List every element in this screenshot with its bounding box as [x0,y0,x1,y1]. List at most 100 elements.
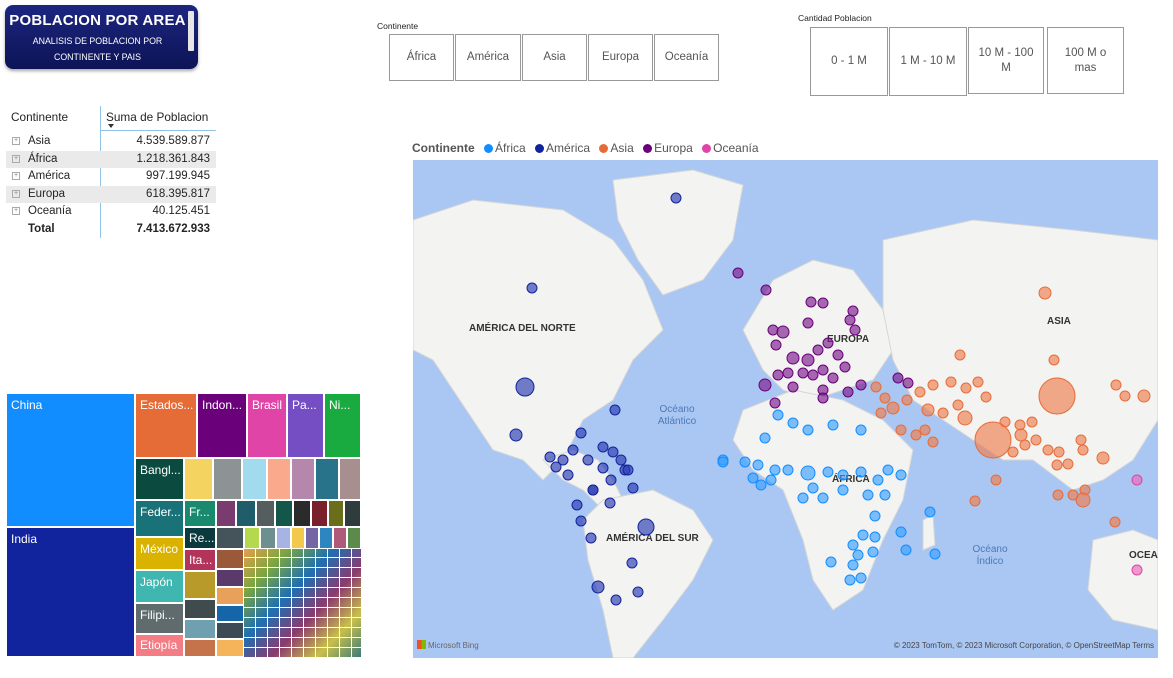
treemap-tile[interactable] [242,458,267,500]
treemap-tile[interactable] [315,458,339,500]
treemap-tile[interactable] [347,527,361,549]
map-bubble [875,407,887,419]
map-bubble [626,557,638,569]
treemap-tile[interactable]: Ni... [324,393,361,458]
slicer-option-100m-plus[interactable]: 100 M o mas [1047,27,1124,94]
treemap-tile[interactable] [216,639,244,657]
matrix-row[interactable]: + América 997.199.945 [6,168,216,185]
slicer-option-oceania[interactable]: Oceanía [654,34,719,81]
treemap-tile[interactable]: Fr... [184,500,216,527]
treemap-tile[interactable] [184,458,213,500]
treemap-tile[interactable] [213,458,242,500]
treemap-tile[interactable] [328,500,344,527]
treemap-tile[interactable]: India [6,527,135,657]
legend-asia[interactable]: Asia [610,141,634,155]
map-bubble [526,282,538,294]
map-bubble [591,580,605,594]
matrix-header-sum[interactable]: Suma de Poblacion [106,110,209,124]
legend-africa[interactable]: África [495,141,526,155]
expand-icon[interactable]: + [12,137,20,145]
slicer-option-asia[interactable]: Asia [522,34,587,81]
treemap-tile[interactable] [256,500,275,527]
slicer-option-africa[interactable]: África [389,34,454,81]
legend-america[interactable]: América [546,141,591,155]
slicer-option-1m-10m[interactable]: 1 M - 10 M [889,27,967,96]
treemap-tile[interactable] [305,527,319,549]
treemap-tile[interactable] [216,549,244,569]
treemap-tile[interactable]: Etiopía [135,634,184,657]
map-bubble [872,474,884,486]
matrix-row[interactable]: + África 1.218.361.843 [6,151,216,168]
treemap-tile[interactable] [275,500,293,527]
treemap-tile[interactable] [216,605,244,622]
map-bubble [862,489,874,501]
legend-oceania[interactable]: Oceanía [713,141,759,155]
legend-dot [535,144,545,153]
treemap-tile[interactable] [291,458,315,500]
matrix-total-label: Total [28,223,55,235]
slicer-option-0-1m[interactable]: 0 - 1 M [810,27,888,96]
expand-icon[interactable]: + [12,155,20,163]
treemap-tile[interactable] [244,527,260,549]
treemap-tile[interactable] [236,500,256,527]
treemap-tile[interactable]: Re... [184,527,216,549]
expand-icon[interactable]: + [12,172,20,180]
treemap-tile[interactable] [184,619,216,639]
map-bubble [1007,446,1019,458]
slicer-option-europa[interactable]: Europa [588,34,653,81]
matrix-row[interactable]: + Oceanía 40.125.451 [6,203,216,220]
treemap-tile[interactable] [184,571,216,599]
treemap-tile[interactable] [293,500,311,527]
treemap-tile[interactable] [333,527,347,549]
matrix-header-continent[interactable]: Continente [11,110,69,124]
sort-desc-icon[interactable] [108,124,114,128]
slicer-option-10m-100m[interactable]: 10 M - 100 M [968,27,1044,94]
map-bubble [844,314,856,326]
map-copyright[interactable]: © 2023 TomTom, © 2023 Microsoft Corporat… [893,641,1154,650]
expand-icon[interactable]: + [12,207,20,215]
treemap-tile[interactable] [216,569,244,587]
treemap-tile[interactable]: Bangl... [135,458,184,500]
treemap-tile[interactable] [184,599,216,619]
treemap-tile[interactable]: México [135,537,184,570]
treemap-tile[interactable]: Brasil [247,393,287,458]
map-bubble [797,492,809,504]
treemap-tile[interactable]: Ita... [184,549,216,571]
treemap-tile[interactable] [216,622,244,639]
treemap-tile[interactable]: Estados... [135,393,197,458]
map-bubble [557,454,569,466]
treemap-tile[interactable] [267,458,291,500]
expand-icon[interactable]: + [12,190,20,198]
treemap-tile[interactable] [216,500,236,527]
map-bubble [597,462,609,474]
treemap-tile[interactable] [291,527,305,549]
treemap-tile[interactable]: Pa... [287,393,324,458]
treemap-tile[interactable] [184,639,216,657]
map-label-indian: Océano Índico [972,544,1008,567]
world-map[interactable]: AMÉRICA DEL NORTE EUROPA ASIA ÁFRICA AMÉ… [413,160,1158,658]
treemap-tile[interactable]: Feder... [135,500,184,537]
treemap-tile[interactable] [319,527,333,549]
treemap-tile[interactable] [260,527,276,549]
matrix-row[interactable]: + Asia 4.539.589.877 [6,133,216,150]
treemap-tile[interactable]: Indon... [197,393,247,458]
legend-europa[interactable]: Europa [654,141,693,155]
map-bubble [867,546,879,558]
matrix-row-name: América [28,170,71,182]
treemap-tile[interactable]: China [6,393,135,527]
map-bubble [587,484,599,496]
treemap-tile[interactable] [339,458,361,500]
title-scrollbar[interactable] [188,11,194,51]
treemap-tile[interactable] [276,527,291,549]
treemap-small-tiles[interactable] [244,549,361,657]
matrix-row[interactable]: + Europa 618.395.817 [6,186,216,203]
treemap-tile[interactable]: Filipi... [135,603,184,634]
map-bubble [847,539,859,551]
slicer-option-america[interactable]: América [455,34,521,81]
map-bubble [870,381,882,393]
treemap-tile[interactable] [344,500,361,527]
treemap-tile[interactable] [216,587,244,605]
treemap-tile[interactable] [311,500,328,527]
treemap-tile[interactable] [216,527,244,549]
treemap-tile[interactable]: Japón [135,570,184,603]
